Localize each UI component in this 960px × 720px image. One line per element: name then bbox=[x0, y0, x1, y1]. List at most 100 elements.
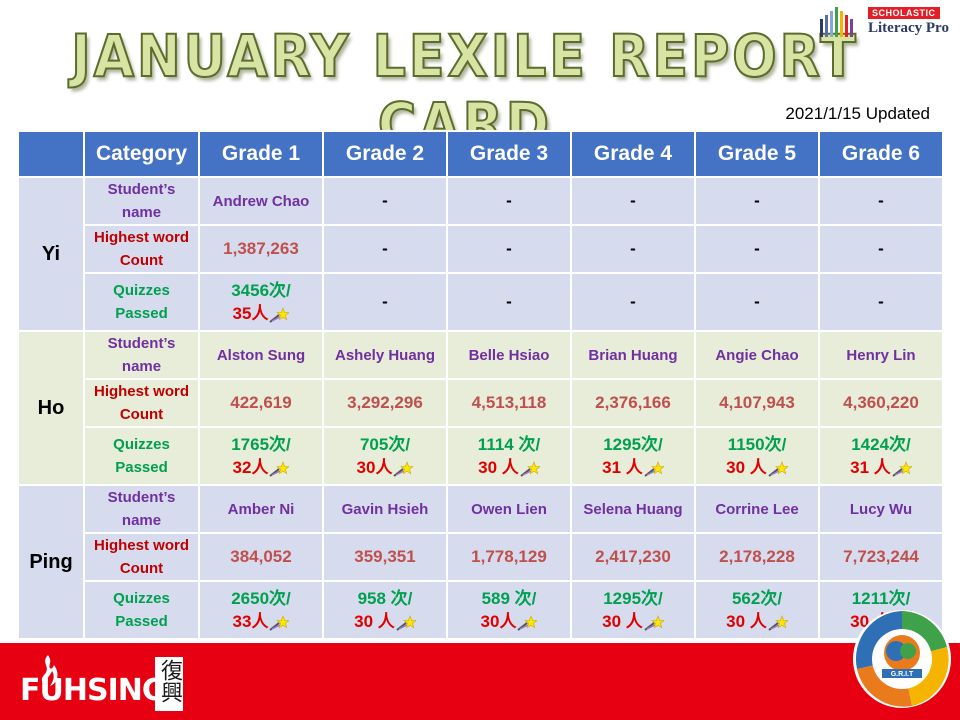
quiz-times: 2650次/ bbox=[231, 589, 291, 608]
quizzes-cell: 1295次/31 人 bbox=[570, 426, 696, 486]
quiz-people-text: 31 人 bbox=[850, 458, 891, 477]
category-line: name bbox=[121, 358, 162, 375]
grit-badge-text: G.R.I.T bbox=[891, 671, 914, 678]
table-row: Highest word Count 1,387,263- - - - - bbox=[18, 224, 944, 274]
quiz-times: 589 次/ bbox=[481, 589, 537, 608]
shooting-star-icon bbox=[768, 460, 788, 477]
quizzes-cell: - bbox=[322, 272, 448, 332]
quiz-times: 958 次/ bbox=[357, 589, 413, 608]
word-count-cell: 2,376,166 bbox=[570, 378, 696, 428]
category-word-count: Highest word Count bbox=[83, 224, 200, 274]
quizzes-cell: 1424次/31 人 bbox=[818, 426, 944, 486]
quiz-people: 30人 bbox=[448, 610, 570, 633]
report-table: Category Grade 1 Grade 2 Grade 3 Grade 4… bbox=[17, 130, 944, 640]
quiz-times: 1295次/ bbox=[603, 589, 663, 608]
category-line: Quizzes bbox=[113, 282, 170, 299]
category-line: Count bbox=[119, 406, 164, 423]
quiz-times: 562次/ bbox=[731, 589, 783, 608]
word-count-cell: 1,387,263 bbox=[198, 224, 324, 274]
quiz-people: 30 人 bbox=[696, 456, 818, 479]
header-grade-3: Grade 3 bbox=[446, 130, 572, 178]
quiz-people-text: 30 人 bbox=[478, 458, 519, 477]
shooting-star-icon bbox=[396, 614, 416, 631]
category-quizzes: Quizzes Passed bbox=[83, 272, 200, 332]
category-line: name bbox=[121, 512, 162, 529]
header-grade-1: Grade 1 bbox=[198, 130, 324, 178]
quizzes-cell: 562次/30 人 bbox=[694, 580, 820, 640]
table-row: Ho Student’s name Alston Sung Ashely Huang Be… bbox=[17, 330, 944, 486]
word-count-cell: 4,360,220 bbox=[818, 378, 944, 428]
word-count-cell: - bbox=[446, 224, 572, 274]
quiz-people: 35人 bbox=[200, 302, 322, 325]
category-line: Student’s bbox=[107, 489, 176, 506]
shooting-star-icon bbox=[269, 460, 290, 477]
category-line: Passed bbox=[115, 613, 168, 630]
student-name-cell: - bbox=[694, 176, 820, 226]
word-count-cell: 2,178,228 bbox=[694, 532, 820, 582]
category-line: Student’s bbox=[107, 181, 176, 198]
word-count-cell: 384,052 bbox=[198, 532, 324, 582]
quizzes-cell: 705次/30人 bbox=[322, 426, 448, 486]
word-count-cell: - bbox=[818, 224, 944, 274]
shooting-star-icon bbox=[393, 460, 414, 477]
quiz-people: 33人 bbox=[200, 610, 322, 633]
quiz-people-text: 30人 bbox=[356, 458, 393, 477]
word-count-cell: 2,417,230 bbox=[570, 532, 696, 582]
group-label: Yi bbox=[17, 176, 85, 332]
quizzes-cell: 1150次/30 人 bbox=[694, 426, 820, 486]
category-line: Highest word bbox=[93, 383, 189, 400]
quiz-times: 705次/ bbox=[359, 435, 411, 454]
word-count-cell: 4,107,943 bbox=[694, 378, 820, 428]
table-body: Yi Student’s name Andrew Chao - - - - - Highest w… bbox=[17, 176, 944, 640]
student-name-cell: - bbox=[818, 176, 944, 226]
category-line: Highest word bbox=[93, 229, 189, 246]
word-count-cell: 359,351 bbox=[322, 532, 448, 582]
scholastic-badge: SCHOLASTIC bbox=[868, 7, 940, 19]
quizzes-cell: 2650次/33人 bbox=[198, 580, 324, 640]
page-title: JANUARY LEXILE REPORT CARD bbox=[70, 21, 859, 159]
quiz-times: 1150次/ bbox=[727, 435, 787, 454]
word-count-cell: - bbox=[322, 224, 448, 274]
word-count-cell: - bbox=[570, 224, 696, 274]
quiz-people: 30 人 bbox=[448, 456, 570, 479]
table-row: Quizzes Passed 1765次/32人 705次/30人 1114 次/30 … bbox=[18, 426, 944, 486]
quiz-times: 3456次/ bbox=[231, 281, 291, 300]
shooting-star-icon bbox=[520, 460, 540, 477]
group-label: Ho bbox=[17, 330, 85, 486]
fuhsing-flame-icon bbox=[41, 655, 58, 686]
quizzes-cell: - bbox=[694, 272, 820, 332]
category-line: Passed bbox=[115, 305, 168, 322]
category-student-name: Student’s name bbox=[83, 484, 200, 534]
quizzes-cell: 589 次/30人 bbox=[446, 580, 572, 640]
header-corner bbox=[17, 130, 85, 178]
quiz-people-text: 33人 bbox=[232, 612, 269, 631]
header-row: Category Grade 1 Grade 2 Grade 3 Grade 4… bbox=[17, 130, 944, 178]
quiz-times: 1114 次/ bbox=[477, 435, 541, 454]
category-word-count: Highest word Count bbox=[83, 532, 200, 582]
fuhsing-seal-text: 復興 bbox=[157, 659, 182, 703]
category-student-name: Student’s name bbox=[83, 176, 200, 226]
table-row: Yi Student’s name Andrew Chao - - - - - bbox=[17, 176, 944, 332]
header-grade-2: Grade 2 bbox=[322, 130, 448, 178]
category-quizzes: Quizzes Passed bbox=[83, 580, 200, 640]
quiz-people-text: 30 人 bbox=[354, 612, 395, 631]
quiz-people-text: 35人 bbox=[232, 304, 269, 323]
quiz-people-text: 32人 bbox=[232, 458, 269, 477]
word-count-cell: 7,723,244 bbox=[818, 532, 944, 582]
student-name-cell: Belle Hsiao bbox=[446, 330, 572, 380]
quizzes-cell: 958 次/30 人 bbox=[322, 580, 448, 640]
student-name-cell: Gavin Hsieh bbox=[322, 484, 448, 534]
word-count-cell: 4,513,118 bbox=[446, 378, 572, 428]
quiz-people: 30人 bbox=[324, 456, 446, 479]
student-name-cell: Selena Huang bbox=[570, 484, 696, 534]
header-grade-5: Grade 5 bbox=[694, 130, 820, 178]
updated-date: 2021/1/15 Updated bbox=[785, 104, 930, 123]
category-line: Quizzes bbox=[113, 590, 170, 607]
fuhsing-wordmark: FUHSING bbox=[20, 673, 166, 708]
header-grade-4: Grade 4 bbox=[570, 130, 696, 178]
shooting-star-icon bbox=[269, 306, 290, 323]
student-name-cell: Ashely Huang bbox=[322, 330, 448, 380]
shooting-star-icon bbox=[644, 460, 664, 477]
quizzes-cell: 1765次/32人 bbox=[198, 426, 324, 486]
word-count-cell: 422,619 bbox=[198, 378, 324, 428]
